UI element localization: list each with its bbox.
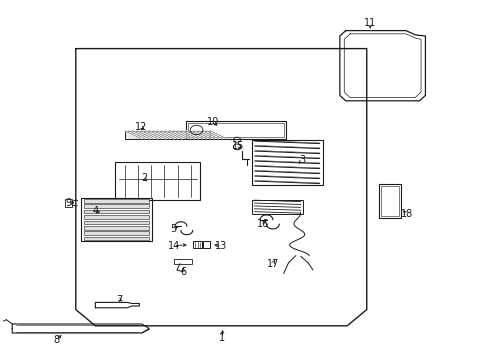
Bar: [83, 226, 148, 230]
Bar: [83, 231, 148, 235]
Bar: [65, 199, 72, 207]
Text: 2: 2: [141, 173, 147, 183]
Bar: [173, 259, 192, 264]
Text: 6: 6: [180, 267, 186, 277]
Bar: [124, 131, 210, 139]
Bar: [83, 210, 148, 213]
Bar: [203, 241, 210, 248]
Bar: [83, 237, 148, 240]
Text: 7: 7: [117, 294, 122, 305]
Text: 9: 9: [65, 198, 71, 208]
Text: 10: 10: [206, 117, 219, 127]
Bar: [251, 140, 322, 185]
Bar: [187, 123, 284, 137]
Text: 11: 11: [363, 18, 376, 28]
Bar: [81, 198, 151, 241]
Bar: [115, 162, 200, 200]
Text: 17: 17: [266, 258, 279, 269]
Text: 12: 12: [134, 122, 147, 132]
Bar: [251, 200, 303, 214]
Text: 1: 1: [219, 333, 225, 343]
Text: 16: 16: [256, 219, 268, 229]
Text: 5: 5: [170, 224, 176, 234]
Text: 4: 4: [92, 206, 98, 216]
Text: 8: 8: [53, 335, 59, 345]
Bar: [83, 199, 148, 202]
Bar: [185, 121, 285, 139]
Text: 18: 18: [400, 209, 412, 219]
Text: 14: 14: [167, 240, 180, 251]
Bar: [83, 220, 148, 224]
Bar: [83, 204, 148, 208]
Bar: [381, 186, 398, 216]
Bar: [83, 215, 148, 219]
Text: 15: 15: [232, 141, 244, 151]
Bar: [193, 241, 202, 248]
Bar: [378, 184, 400, 218]
Text: 13: 13: [215, 240, 227, 251]
Text: 3: 3: [299, 155, 305, 165]
